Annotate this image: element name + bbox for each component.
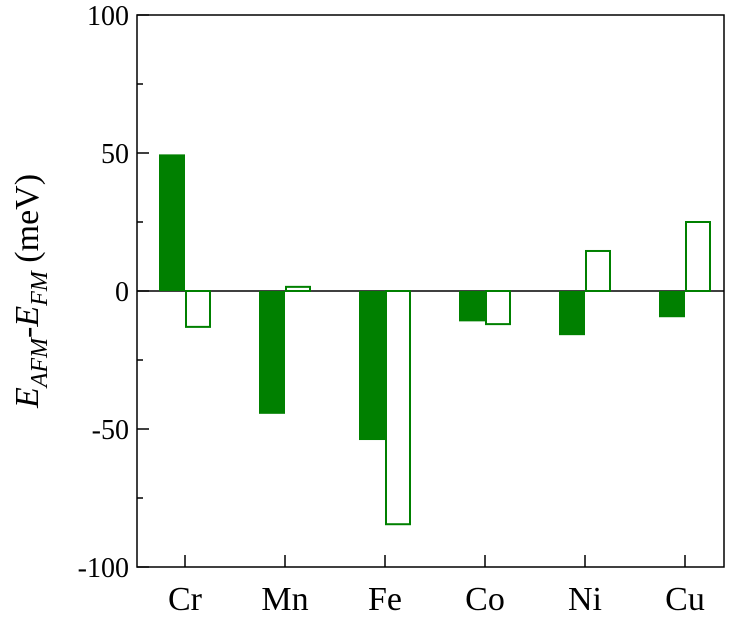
y-tick-labels: -100 -50 0 50 100 [78,1,129,584]
filled-bar-mn [259,291,285,414]
filled-bar-ni [559,291,585,336]
category-label-cr: Cr [168,581,203,617]
open-bar-cu [685,221,711,292]
y-tick-label: 50 [101,139,129,170]
x-ticks [184,555,686,567]
y-tick-label: 100 [87,1,129,32]
filled-bar-cu [659,291,685,318]
filled-bar-fe [359,291,385,441]
open-bar-ni [585,249,611,292]
open-bar-cr [185,290,211,328]
y-major-ticks [137,14,149,568]
y-tick-label: -50 [92,415,129,446]
y-tick-label: 0 [115,277,129,308]
open-bar-mn [285,285,311,292]
category-label-cu: Cu [665,581,705,617]
bars-group [159,154,711,526]
open-bar-co [485,290,511,326]
category-label-co: Co [465,581,505,617]
category-label-ni: Ni [568,581,602,617]
filled-bar-co [459,291,485,322]
y-tick-label: -100 [78,553,129,584]
open-bar-fe [385,290,411,526]
y-minor-ticks [137,83,143,499]
category-label-fe: Fe [368,581,402,617]
x-tick-labels: Cr Mn Fe Co Ni Cu [168,581,705,617]
category-label-mn: Mn [261,581,308,617]
filled-bar-cr [159,154,185,291]
y-axis-label: EAFM-EFM (meV) [9,174,53,409]
